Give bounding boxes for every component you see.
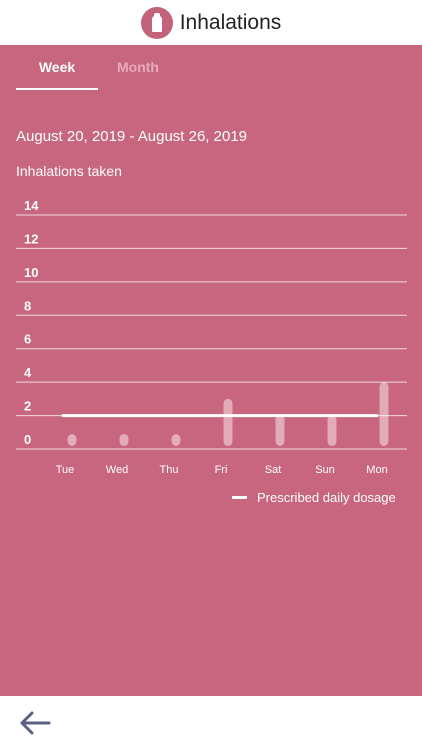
legend-swatch	[232, 496, 247, 499]
bar	[67, 434, 77, 446]
x-tick-label: Sat	[265, 464, 282, 476]
page-title: Inhalations	[179, 10, 282, 34]
y-tick-label: 10	[24, 265, 38, 280]
x-tick-label: Thu	[160, 464, 179, 476]
main-panel: Week Month August 20, 2019 - August 26, …	[0, 45, 422, 696]
x-tick-label: Sun	[315, 464, 335, 476]
inhalations-chart: 14 12 10 8 6 4 2 0 Tue Wed Thu Fri Sat Sun Mon	[16, 198, 407, 476]
inhaler-icon	[140, 6, 173, 39]
y-tick-label: 8	[24, 298, 31, 313]
x-tick-label: Fri	[215, 464, 228, 476]
bar	[379, 382, 389, 446]
y-tick-label: 0	[24, 432, 31, 447]
y-tick-label: 4	[24, 365, 32, 380]
tab-month[interactable]: Month	[117, 59, 159, 75]
active-tab-indicator	[16, 88, 98, 90]
chart-legend: Prescribed daily dosage	[232, 490, 396, 505]
x-tick-label: Tue	[56, 464, 75, 476]
x-tick-label: Mon	[366, 464, 387, 476]
app-header: Inhalations	[0, 0, 422, 45]
legend-label: Prescribed daily dosage	[257, 490, 396, 505]
y-tick-label: 12	[24, 231, 38, 246]
bar	[171, 434, 181, 446]
chart-subtitle: Inhalations taken	[16, 163, 122, 179]
footer-bar	[0, 696, 422, 750]
date-range: August 20, 2019 - August 26, 2019	[16, 128, 248, 145]
bar	[327, 415, 337, 446]
bar	[223, 398, 233, 446]
arrow-left-icon[interactable]	[18, 710, 52, 736]
bar	[275, 415, 285, 446]
bar	[119, 434, 129, 446]
y-tick-label: 6	[24, 332, 31, 347]
y-tick-label: 14	[24, 198, 39, 213]
tab-week[interactable]: Week	[38, 59, 76, 75]
x-tick-label: Wed	[106, 464, 128, 476]
y-tick-label: 2	[24, 399, 31, 414]
